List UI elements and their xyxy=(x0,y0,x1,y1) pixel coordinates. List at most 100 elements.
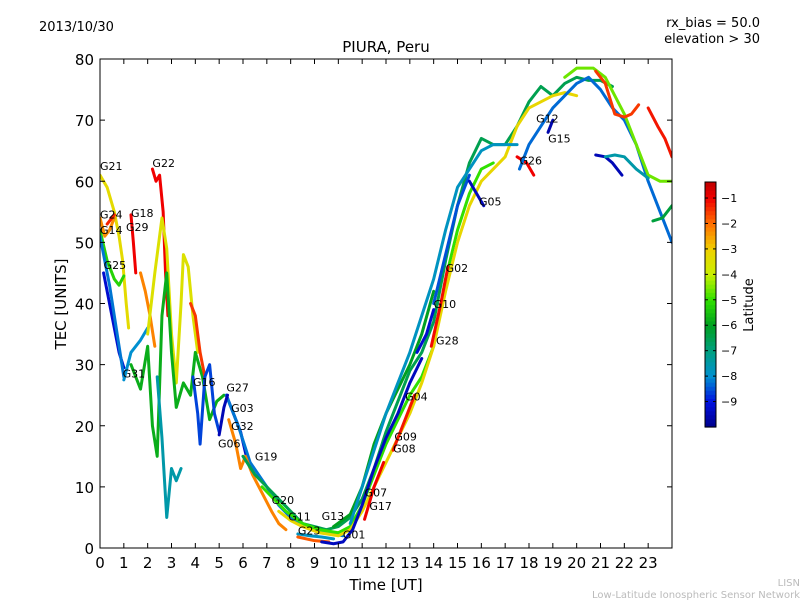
colorbar-segment xyxy=(705,186,716,191)
colorbar-segment xyxy=(705,222,716,228)
colorbar-segment xyxy=(705,251,716,257)
colorbar-segment xyxy=(705,235,716,240)
series-line-g06 xyxy=(217,393,230,437)
colorbar-segment xyxy=(705,418,716,424)
colorbar-segment xyxy=(705,292,716,297)
x-tick-label: 11 xyxy=(353,554,372,572)
satellite-label: G17 xyxy=(369,500,392,513)
colorbar-segment xyxy=(705,422,716,428)
y-tick-label: 70 xyxy=(75,112,94,130)
x-tick-label: 6 xyxy=(238,554,248,572)
y-tick-label: 50 xyxy=(75,234,94,252)
satellite-label: G07 xyxy=(365,486,388,499)
series-line-g15 xyxy=(546,118,555,134)
x-tick-label: 0 xyxy=(95,554,105,572)
colorbar-segment xyxy=(705,182,716,187)
satellite-label: G20 xyxy=(272,494,295,507)
y-tick-label: 60 xyxy=(75,173,94,191)
colorbar-segment xyxy=(705,357,716,363)
colorbar-segment xyxy=(705,210,716,216)
satellite-label: G09 xyxy=(394,430,417,443)
x-tick-label: 7 xyxy=(262,554,272,572)
series-line-g04 xyxy=(348,143,519,526)
y-axis-label: TEC [UNITS] xyxy=(52,259,70,351)
colorbar-segment xyxy=(705,202,716,208)
lisn-brand: LISN xyxy=(778,578,800,589)
colorbar-segment xyxy=(705,300,716,306)
colorbar-segment xyxy=(705,320,716,326)
colorbar-segment xyxy=(705,288,716,293)
series-line-x1 xyxy=(100,234,126,379)
satellite-label: G06 xyxy=(218,437,241,450)
satellite-label: G32 xyxy=(231,420,254,433)
x-tick-label: 12 xyxy=(376,554,395,572)
satellite-label: G02 xyxy=(446,262,469,275)
colorbar-segment xyxy=(705,402,716,408)
series-line-g20 xyxy=(260,161,495,535)
colorbar-segment xyxy=(705,406,716,412)
series-line-g16 xyxy=(191,363,221,446)
series-line-x5 xyxy=(155,375,183,519)
x-tick-label: 17 xyxy=(496,554,515,572)
colorbar-segment xyxy=(705,398,716,404)
satellite-label: G24 xyxy=(100,208,123,221)
series-line-g21 xyxy=(100,173,131,330)
x-tick-label: 14 xyxy=(424,554,443,572)
satellite-label: G26 xyxy=(519,155,542,168)
x-tick-label: 8 xyxy=(286,554,296,572)
satellite-label: G19 xyxy=(255,450,278,463)
colorbar-segment xyxy=(705,390,716,395)
colorbar-segment xyxy=(705,394,716,400)
x-axis-label: Time [UT] xyxy=(348,576,422,594)
x-tick-label: 16 xyxy=(472,554,491,572)
series-line-g31 xyxy=(122,326,150,382)
series-line-x9 xyxy=(646,106,672,159)
colorbar-segment xyxy=(705,414,716,420)
satellite-label: G04 xyxy=(405,391,428,404)
colorbar-segment xyxy=(705,206,716,212)
x-tick-label: 4 xyxy=(191,554,201,572)
colorbar-segment xyxy=(705,373,716,379)
colorbar-segment xyxy=(705,333,716,338)
x-tick-label: 18 xyxy=(519,554,538,572)
satellite-label: G11 xyxy=(288,510,311,523)
satellite-label: G12 xyxy=(536,112,559,125)
y-tick-label: 20 xyxy=(75,418,94,436)
colorbar-frame xyxy=(704,181,717,428)
colorbar-segment xyxy=(705,378,716,383)
colorbar-segment xyxy=(705,275,716,281)
x-tick-label: 22 xyxy=(615,554,634,572)
series-line-g28 xyxy=(429,265,450,348)
series-line-g10 xyxy=(415,308,436,354)
satellite-label: G14 xyxy=(100,224,123,237)
y-tick-label: 10 xyxy=(75,479,94,497)
x-tick-label: 13 xyxy=(400,554,419,572)
satellite-label: G28 xyxy=(436,334,459,347)
x-tick-label: 23 xyxy=(639,554,658,572)
series-line-x11 xyxy=(603,153,650,180)
colorbar-segment xyxy=(705,239,716,244)
colorbar-segment xyxy=(705,312,716,318)
colorbar-label: Latitude xyxy=(742,278,757,332)
series-line-g32 xyxy=(227,418,288,532)
x-tick-label: 20 xyxy=(567,554,586,572)
colorbar-segment xyxy=(705,284,716,289)
series-line-g07 xyxy=(363,460,386,521)
series-line-g11 xyxy=(277,91,579,538)
y-tick-label: 80 xyxy=(75,51,94,69)
colorbar-tick-label: −5 xyxy=(721,294,737,307)
date-label: 2013/10/30 xyxy=(39,20,114,35)
x-tick-label: 2 xyxy=(143,554,153,572)
colorbar-segment xyxy=(705,198,716,204)
colorbar-segment xyxy=(705,190,716,195)
satellite-label: G27 xyxy=(226,381,249,394)
colorbar-segment xyxy=(705,255,716,261)
colorbar-segment xyxy=(705,243,716,248)
colorbar-tick-label: −6 xyxy=(721,319,737,332)
satellite-label: G03 xyxy=(231,402,254,415)
colorbar-segment xyxy=(705,214,716,220)
satellite-label: G15 xyxy=(548,132,571,145)
colorbar-segment xyxy=(705,345,716,351)
